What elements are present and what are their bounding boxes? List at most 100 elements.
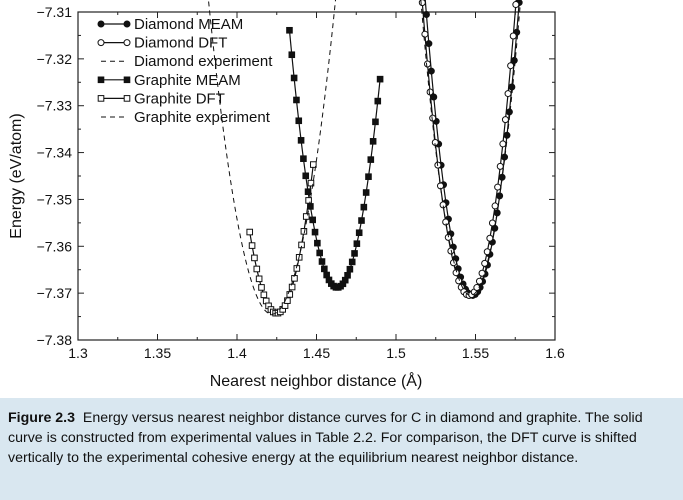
data-point [496,162,504,170]
x-tick-label: 1.5 [386,345,406,361]
data-point [97,20,105,28]
data-point [288,51,296,59]
data-point [423,60,431,68]
x-axis-label: Nearest neighbor distance (Å) [210,371,423,390]
legend-label: Diamond MEAM [134,16,243,33]
data-point [372,118,379,126]
legend-item: Diamond experiment [101,53,273,70]
y-axis-label: Energy (eV/atom) [8,113,25,238]
data-point [348,258,356,266]
x-tick-label: 1.4 [227,345,247,361]
data-point [307,179,315,187]
data-point [302,172,310,180]
figure-caption: Figure 2.3 Energy versus nearest neighbo… [8,408,678,468]
data-point [512,1,520,9]
data-point [504,90,512,98]
data-point [365,173,372,180]
x-tick-label: 1.3 [68,345,88,361]
legend-label: Graphite DFT [134,90,225,107]
data-point [314,239,321,247]
data-point [310,161,317,168]
caption-box: Figure 2.3 Energy versus nearest neighbo… [0,398,683,500]
legend-label: Diamond experiment [134,53,273,70]
series-graphite-dft [246,161,317,317]
data-point [355,229,363,237]
data-point [418,0,426,7]
series-line [249,164,314,314]
legend-item: Graphite experiment [101,109,271,126]
data-point [255,275,263,283]
data-point [123,39,131,47]
data-point [510,56,518,64]
data-point [501,116,509,124]
legend-label: Graphite MEAM [134,72,241,89]
data-point [305,197,312,204]
series-diamond-meam [422,0,523,299]
legend-label: Diamond DFT [134,35,227,52]
data-point [286,26,293,34]
data-point [491,202,499,210]
legend-item: Graphite MEAM [97,72,241,89]
y-tick-label: −7.32 [37,51,73,67]
data-point [97,95,105,102]
data-point [426,88,434,96]
data-point [288,283,296,291]
figure-caption-text: Energy versus nearest neighbor distance … [8,410,643,466]
data-point [481,259,489,267]
y-tick-label: −7.37 [37,285,73,301]
series-line [207,0,337,315]
data-point [473,284,481,292]
data-point [422,10,430,18]
data-point [507,62,515,70]
data-point [351,250,358,257]
data-point [360,203,368,211]
data-point [442,218,450,226]
data-point [311,228,319,236]
y-tick-label: −7.35 [37,191,73,207]
data-point [284,297,291,304]
data-point [295,117,303,125]
data-point [253,265,261,273]
y-tick-label: −7.38 [37,332,73,348]
data-point [374,97,382,105]
series-line [424,0,520,297]
data-point [97,39,105,47]
energy-chart: 1.3 1.35 1.4 1.45 1.5 1.55 1.6 −7.31 −7.32 −7.33 −… [8,0,565,390]
data-point [290,74,298,82]
data-point [321,265,328,273]
data-point [258,284,265,291]
data-point [421,30,429,38]
data-point [509,32,517,40]
figure-label: Figure 2.3 [8,410,76,426]
data-point [123,20,131,28]
legend-label: Graphite experiment [134,109,271,126]
data-point [304,188,312,196]
data-point [318,258,326,265]
legend-item: Graphite DFT [97,90,225,107]
data-point [246,228,254,236]
data-curves [207,0,523,317]
y-tick-label: −7.36 [37,238,73,254]
data-point [260,291,268,299]
x-tick-label: 1.6 [545,345,565,361]
data-point [475,277,483,285]
data-point [508,83,516,91]
axis-tick-labels: 1.3 1.35 1.4 1.45 1.5 1.55 1.6 −7.31 −7.32 −7.33 −… [37,4,565,361]
data-point [286,291,294,298]
data-point [97,76,105,84]
data-point [251,254,258,262]
data-point [505,108,513,116]
data-point [248,242,256,249]
data-point [376,75,384,83]
data-point [300,228,308,235]
data-point [123,95,131,102]
data-point [494,183,502,191]
data-point [358,217,365,224]
y-tick-label: −7.33 [37,98,73,114]
data-point [488,219,496,227]
data-point [123,76,131,84]
series-graphite-experiment [207,0,337,315]
series-graphite-meam [286,26,384,291]
data-point [316,249,323,257]
